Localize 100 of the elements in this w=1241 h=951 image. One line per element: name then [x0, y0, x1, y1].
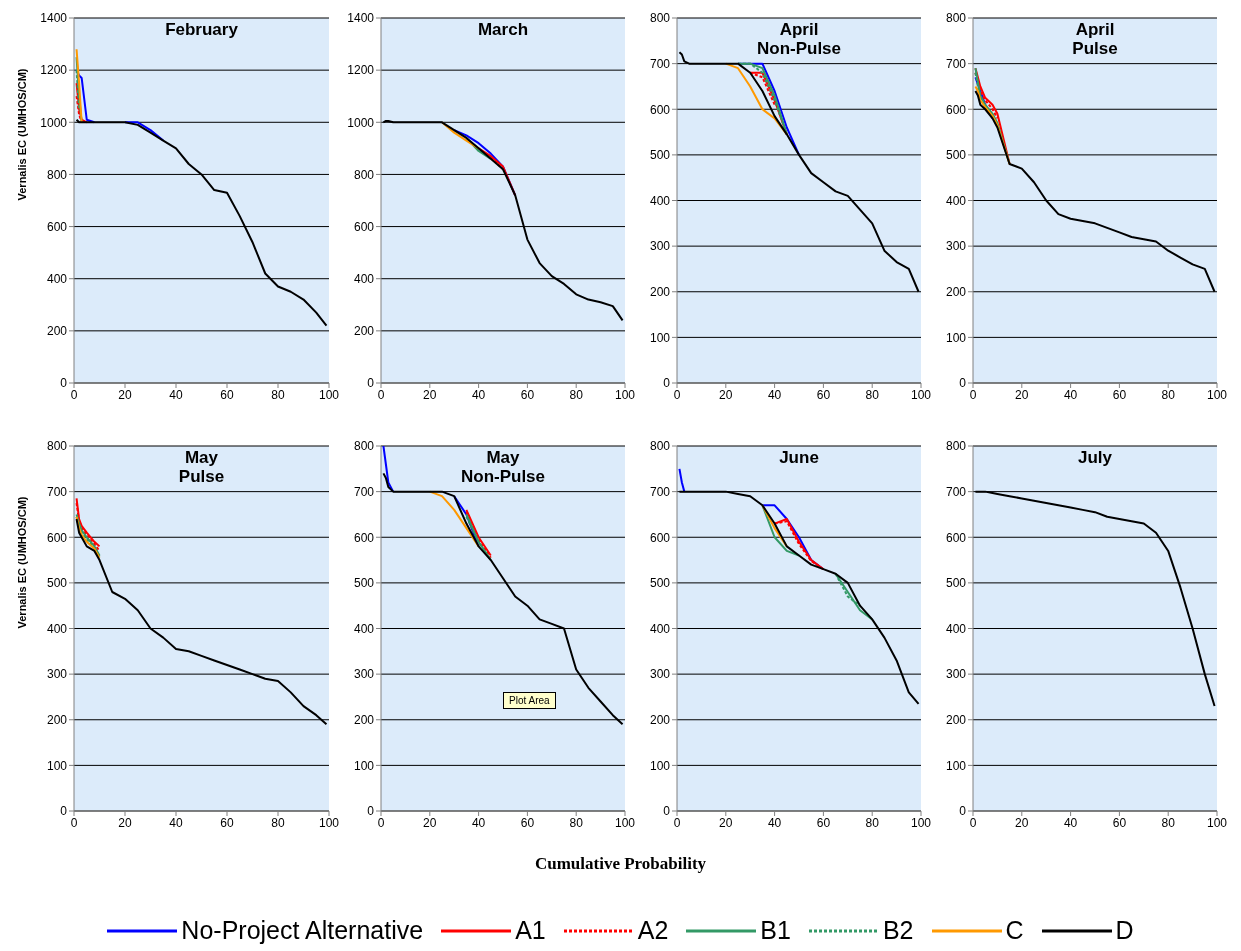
- y-tick-label: 800: [353, 167, 375, 182]
- y-tick-label: 800: [945, 11, 967, 26]
- line-series: [75, 118, 328, 327]
- text: May Pulse: [177, 448, 226, 486]
- y-tick-label: 400: [945, 621, 967, 636]
- y-tick-label: 600: [649, 530, 671, 545]
- y-tick-label: 1400: [40, 11, 68, 26]
- y-tick-label: 600: [649, 102, 671, 117]
- legend-label: B1: [760, 916, 791, 945]
- chart-title: June: [778, 448, 820, 467]
- x-tick-label: 80: [569, 387, 584, 402]
- y-axis-title: Vernalis EC (UMHOS/CM): [15, 68, 28, 201]
- legend-label: D: [1115, 916, 1134, 945]
- y-tick-label: 700: [353, 484, 375, 499]
- line-series: [382, 472, 624, 726]
- y-tick-label: 700: [945, 484, 967, 499]
- x-tick-label: 0: [70, 387, 78, 402]
- x-tick-label: 100: [614, 815, 636, 830]
- x-tick-label: 0: [673, 387, 681, 402]
- x-tick-label: 100: [910, 815, 932, 830]
- y-tick-label: 800: [649, 11, 671, 26]
- y-tick-label: 1000: [40, 115, 68, 130]
- x-tick-label: 40: [767, 387, 782, 402]
- y-tick-label: 600: [46, 219, 68, 234]
- y-tick-label: 1200: [347, 63, 375, 78]
- y-tick-label: 500: [945, 148, 967, 163]
- x-tick-label: 80: [1161, 815, 1176, 830]
- y-tick-label: 200: [46, 324, 68, 339]
- y-tick-label: 800: [46, 439, 68, 454]
- y-tick-label: 200: [649, 285, 671, 300]
- line-series: [75, 502, 101, 552]
- y-tick-label: 600: [46, 530, 68, 545]
- y-tick-label: 1000: [347, 115, 375, 130]
- x-tick-label: 80: [865, 387, 880, 402]
- x-tick-label: 20: [423, 387, 437, 402]
- x-tick-label: 20: [719, 387, 733, 402]
- x-tick-label: 60: [1112, 387, 1127, 402]
- y-tick-label: 0: [367, 376, 375, 391]
- x-tick-label: 20: [118, 387, 132, 402]
- x-tick-label: 0: [969, 387, 977, 402]
- line-series: [75, 518, 328, 726]
- x-tick-label: 80: [569, 815, 584, 830]
- y-tick-label: 100: [945, 330, 967, 345]
- y-tick-label: 0: [959, 804, 967, 819]
- y-tick-label: 400: [46, 621, 68, 636]
- x-tick-label: 40: [471, 815, 486, 830]
- x-tick-label: 20: [423, 815, 437, 830]
- y-tick-label: 300: [649, 667, 671, 682]
- y-tick-label: 500: [46, 576, 68, 591]
- y-tick-label: 0: [663, 376, 671, 391]
- y-tick-label: 300: [353, 667, 375, 682]
- legend-label: A1: [515, 916, 546, 945]
- y-tick-label: 100: [353, 758, 375, 773]
- y-tick-label: 700: [945, 56, 967, 71]
- y-tick-label: 300: [945, 667, 967, 682]
- legend-label: B2: [882, 916, 914, 945]
- y-tick-label: 500: [649, 148, 671, 163]
- y-tick-label: 200: [649, 713, 671, 728]
- x-tick-label: 40: [169, 815, 183, 830]
- y-tick-label: 100: [945, 758, 967, 773]
- y-tick-label: 0: [60, 804, 68, 819]
- chart-title: July: [1077, 448, 1113, 467]
- y-tick-label: 400: [46, 271, 68, 286]
- x-tick-label: 100: [1206, 387, 1228, 402]
- y-tick-label: 300: [945, 239, 967, 254]
- x-tick-label: 0: [377, 815, 385, 830]
- x-tick-label: 20: [1015, 387, 1029, 402]
- y-tick-label: 500: [945, 576, 967, 591]
- y-tick-label: 300: [649, 239, 671, 254]
- y-tick-label: 600: [945, 102, 967, 117]
- x-tick-label: 40: [471, 387, 486, 402]
- text: April Pulse: [1071, 20, 1119, 58]
- x-tick-label: 60: [520, 815, 535, 830]
- y-tick-label: 400: [945, 193, 967, 208]
- y-tick-label: 400: [353, 621, 375, 636]
- x-axis-title: Cumulative Probability: [533, 854, 708, 874]
- line-series: [477, 147, 517, 197]
- x-tick-label: 20: [719, 815, 733, 830]
- x-tick-label: 40: [767, 815, 782, 830]
- x-tick-label: 60: [520, 387, 535, 402]
- y-axis-title: Vernalis EC (UMHOS/CM): [15, 496, 28, 629]
- y-tick-label: 200: [353, 713, 375, 728]
- y-tick-label: 300: [46, 667, 68, 682]
- annotation: Plot Area: [503, 692, 556, 709]
- x-tick-label: 0: [673, 815, 681, 830]
- legend-label: No-Project Alternative: [181, 916, 424, 945]
- x-tick-label: 40: [169, 387, 183, 402]
- y-tick-label: 0: [663, 804, 671, 819]
- text: May Non-Pulse: [459, 448, 547, 486]
- text: April Non-Pulse: [755, 20, 843, 58]
- x-tick-label: 100: [318, 815, 340, 830]
- x-tick-label: 80: [865, 815, 880, 830]
- chart-title: March: [476, 20, 530, 39]
- x-tick-label: 100: [614, 387, 636, 402]
- y-tick-label: 100: [649, 758, 671, 773]
- y-tick-label: 200: [46, 713, 68, 728]
- line-series: [75, 82, 88, 124]
- y-tick-label: 200: [945, 285, 967, 300]
- y-tick-label: 1400: [347, 11, 375, 26]
- y-tick-label: 600: [353, 219, 375, 234]
